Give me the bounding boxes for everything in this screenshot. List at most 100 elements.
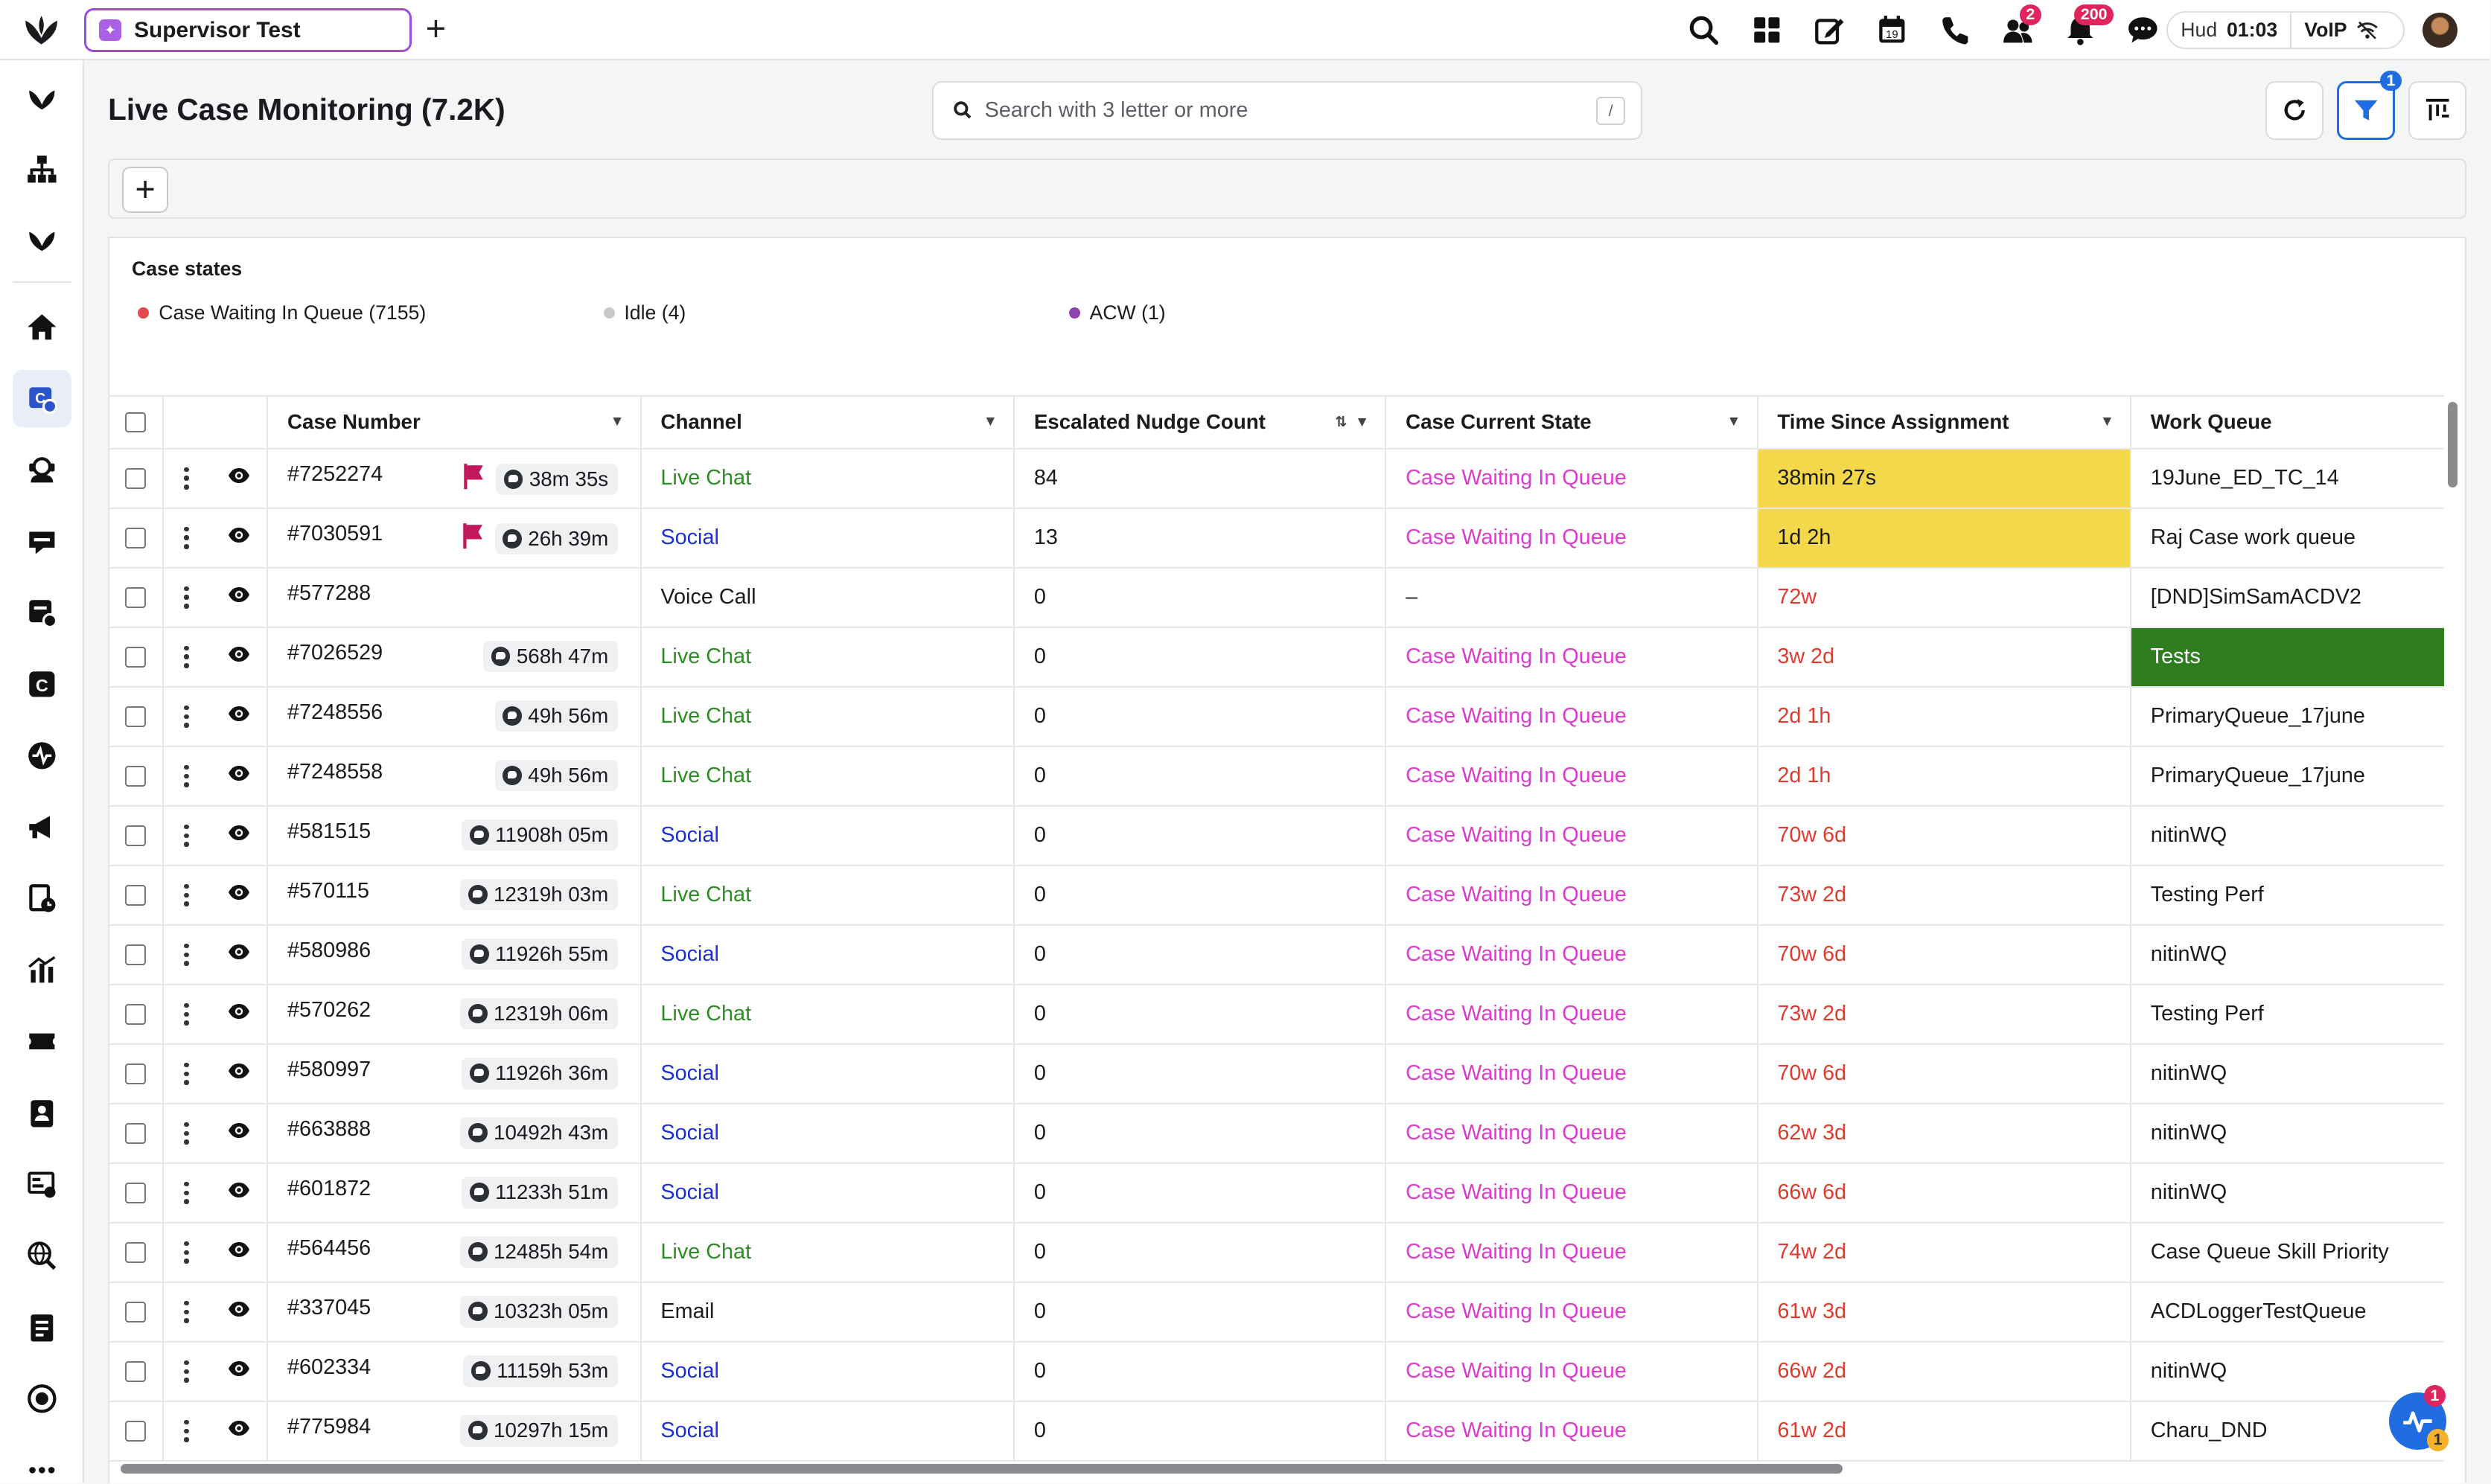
table-row[interactable]: #7026529 568h 47m Live Chat 0 Case Waiting I…: [109, 627, 2445, 688]
voip-status[interactable]: VoIP: [2290, 12, 2388, 48]
search-bar[interactable]: /: [932, 80, 1643, 140]
kebab-menu-icon[interactable]: [184, 943, 189, 966]
eye-icon[interactable]: [227, 940, 251, 970]
activity-icon[interactable]: [13, 727, 71, 784]
eye-icon[interactable]: [227, 1119, 251, 1148]
eye-icon[interactable]: [227, 1238, 251, 1267]
row-checkbox[interactable]: [125, 467, 147, 489]
workspace-tab[interactable]: ✦ Supervisor Test: [84, 7, 412, 53]
eye-icon[interactable]: [227, 642, 251, 672]
kebab-menu-icon[interactable]: [184, 764, 189, 787]
table-row[interactable]: #601872 11233h 51m Social 0 Case Waiting In …: [109, 1163, 2445, 1224]
kebab-menu-icon[interactable]: [184, 1300, 189, 1323]
row-checkbox[interactable]: [125, 646, 147, 668]
table-row[interactable]: #581515 11908h 05m Social 0 Case Waiting In …: [109, 806, 2445, 866]
row-checkbox[interactable]: [125, 825, 147, 846]
case-number-link[interactable]: #577288: [287, 581, 371, 605]
kebab-menu-icon[interactable]: [184, 1241, 189, 1264]
more-icon[interactable]: [13, 1442, 71, 1483]
row-checkbox[interactable]: [125, 1420, 147, 1442]
report-clock-icon[interactable]: [13, 870, 71, 927]
column-dropdown-icon[interactable]: ▼: [1726, 414, 1741, 430]
eye-icon[interactable]: [227, 702, 251, 732]
column-header-time-since-assignment[interactable]: Time Since Assignment ▼: [1758, 397, 2132, 448]
column-header-work-queue[interactable]: Work Queue: [2131, 397, 2444, 448]
notes-icon[interactable]: [13, 1299, 71, 1356]
eye-icon[interactable]: [227, 821, 251, 851]
care-console-icon[interactable]: C: [13, 656, 71, 713]
kebab-menu-icon[interactable]: [184, 1181, 189, 1204]
case-number-link[interactable]: #581515: [287, 819, 371, 843]
case-number-link[interactable]: #7252274: [287, 461, 383, 486]
row-checkbox[interactable]: [125, 527, 147, 548]
sprinklr-logo-icon[interactable]: [22, 13, 60, 48]
case-number-link[interactable]: #7248556: [287, 700, 383, 724]
case-number-link[interactable]: #337045: [287, 1295, 371, 1320]
table-row[interactable]: #7248558 49h 56m Live Chat 0 Case Waiting In…: [109, 746, 2445, 807]
megaphone-icon[interactable]: [13, 799, 71, 856]
add-tab-button[interactable]: +: [425, 8, 447, 48]
table-row[interactable]: #580986 11926h 55m Social 0 Case Waiting In …: [109, 925, 2445, 985]
column-dropdown-icon[interactable]: ▼: [983, 414, 998, 430]
sort-and-dropdown-icon[interactable]: ⇅ ▼: [1335, 415, 1370, 431]
case-number-link[interactable]: #570115: [287, 878, 370, 903]
table-row[interactable]: #564456 12485h 54m Live Chat 0 Case Waiting …: [109, 1223, 2445, 1283]
eye-icon[interactable]: [227, 1178, 251, 1208]
filter-button[interactable]: 1: [2336, 70, 2402, 140]
agent-icon[interactable]: [13, 441, 71, 499]
row-checkbox[interactable]: [125, 1241, 147, 1263]
kebab-menu-icon[interactable]: [184, 645, 189, 668]
inbox-icon[interactable]: [13, 513, 71, 570]
row-checkbox[interactable]: [125, 1003, 147, 1025]
column-settings-button[interactable]: [2408, 80, 2467, 140]
row-checkbox[interactable]: [125, 1182, 147, 1203]
add-widget-button[interactable]: +: [122, 166, 168, 213]
hierarchy-icon[interactable]: [13, 141, 71, 199]
vertical-scrollbar[interactable]: [2447, 401, 2457, 487]
global-search-icon[interactable]: [13, 1227, 71, 1285]
case-number-link[interactable]: #601872: [287, 1176, 371, 1200]
case-number-link[interactable]: #570262: [287, 997, 371, 1022]
table-row[interactable]: #602334 11159h 53m Social 0 Case Waiting In …: [109, 1342, 2445, 1402]
column-header-channel[interactable]: Channel ▼: [642, 397, 1015, 448]
kebab-menu-icon[interactable]: [184, 526, 189, 549]
eye-icon[interactable]: [227, 523, 251, 553]
live-case-monitoring-icon[interactable]: C: [13, 370, 71, 427]
column-dropdown-icon[interactable]: ▼: [610, 414, 625, 430]
analytics-icon[interactable]: [13, 941, 71, 999]
eye-icon[interactable]: [227, 583, 251, 613]
row-checkbox[interactable]: [125, 1122, 147, 1144]
row-checkbox[interactable]: [125, 765, 147, 787]
kebab-menu-icon[interactable]: [184, 1002, 189, 1026]
column-header-nudge-count[interactable]: Escalated Nudge Count ⇅ ▼: [1015, 397, 1387, 448]
table-row[interactable]: #7252274 38m 35s Live Chat 84 Case Waiting I…: [109, 449, 2445, 509]
table-row[interactable]: #775984 10297h 15m Social 0 Case Waiting In …: [109, 1401, 2445, 1462]
row-checkbox[interactable]: [125, 1360, 147, 1382]
bell-icon[interactable]: 200: [2049, 0, 2114, 60]
table-row[interactable]: #7030591 26h 39m Social 13 Case Waiting In Q…: [109, 508, 2445, 569]
row-checkbox[interactable]: [125, 1301, 147, 1323]
case-state-waiting[interactable]: Case Waiting In Queue (7155): [138, 301, 426, 324]
case-number-link[interactable]: #602334: [287, 1355, 371, 1379]
hud-widget[interactable]: Hud 01:03 VoIP: [2166, 10, 2405, 50]
case-view-icon[interactable]: [13, 584, 71, 642]
table-row[interactable]: #663888 10492h 43m Social 0 Case Waiting In …: [109, 1104, 2445, 1164]
refresh-button[interactable]: [2265, 80, 2324, 140]
calendar-icon[interactable]: 19: [1860, 0, 1923, 60]
select-all-checkbox[interactable]: [125, 412, 147, 433]
row-checkbox[interactable]: [125, 706, 147, 727]
home-icon[interactable]: [13, 298, 71, 356]
eye-icon[interactable]: [227, 1297, 251, 1327]
kebab-menu-icon[interactable]: [184, 586, 189, 609]
record-icon[interactable]: [13, 1370, 71, 1427]
case-number-link[interactable]: #663888: [287, 1116, 371, 1141]
table-row[interactable]: #337045 10323h 05m Email 0 Case Waiting In Q…: [109, 1282, 2445, 1343]
eye-icon[interactable]: [227, 1059, 251, 1089]
case-number-link[interactable]: #564456: [287, 1235, 371, 1260]
kebab-menu-icon[interactable]: [184, 467, 189, 490]
kebab-menu-icon[interactable]: [184, 824, 189, 847]
table-row[interactable]: #570262 12319h 06m Live Chat 0 Case Waiting …: [109, 985, 2445, 1045]
grid-icon[interactable]: [1735, 0, 1798, 60]
contact-card-icon[interactable]: [13, 1084, 71, 1142]
eye-icon[interactable]: [227, 1416, 251, 1446]
